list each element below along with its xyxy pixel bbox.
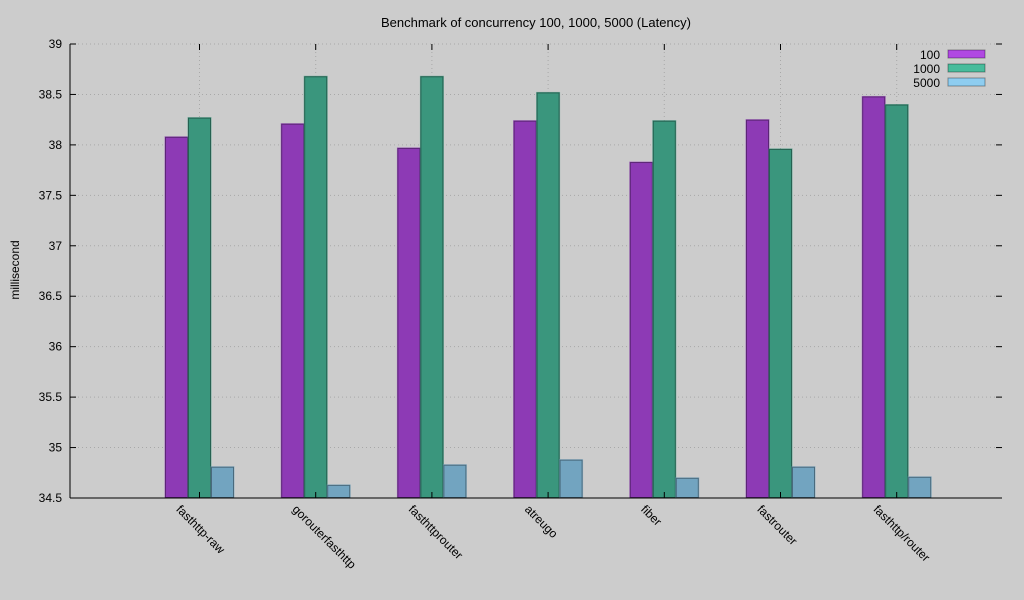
x-tick-label: gorouterfasthttp — [290, 502, 360, 572]
legend-swatch-100 — [947, 49, 986, 59]
bar-series-100-atreugo — [513, 120, 538, 499]
bar-series-1000-fastrouter — [768, 148, 793, 499]
bar-series-1000-atreugo — [536, 91, 561, 499]
y-tick-label: 35 — [49, 441, 63, 455]
y-tick-label: 37 — [49, 239, 63, 253]
bar-series-100-fastrouter — [745, 119, 770, 499]
bar-series-5000-fastrouter — [791, 466, 816, 499]
bar-series-5000-fasthttp-raw — [210, 466, 235, 499]
bar-series-5000-gorouterfasthttp — [326, 484, 351, 499]
x-tick-label: fasthttprouter — [406, 502, 466, 562]
bar-series-1000-fasthttp-raw — [187, 117, 212, 499]
y-tick-label: 38 — [49, 138, 63, 152]
legend-label-100: 100 — [920, 48, 940, 62]
bar-series-5000-fasthttprouter — [442, 464, 467, 499]
y-tick-label: 37.5 — [39, 188, 63, 202]
bar-series-100-fasthttp-raw — [164, 136, 189, 499]
bar-series-1000-fiber — [652, 120, 677, 499]
y-tick-label: 34.5 — [39, 491, 63, 505]
bar-series-100-gorouterfasthttp — [280, 123, 305, 499]
legend-swatch-5000 — [947, 77, 986, 87]
bar-series-5000-fasthttp-router — [907, 476, 932, 499]
bar-series-5000-atreugo — [559, 459, 584, 499]
y-tick-label: 39 — [49, 37, 63, 51]
y-tick-label: 38.5 — [39, 87, 63, 101]
legend-label-1000: 1000 — [913, 62, 940, 76]
bar-series-5000-fiber — [675, 477, 700, 499]
x-tick-label: fasthttp/router — [871, 502, 933, 564]
chart-title: Benchmark of concurrency 100, 1000, 5000… — [381, 15, 691, 30]
x-tick-label: fasthttp-raw — [173, 502, 227, 556]
y-tick-label: 36.5 — [39, 289, 63, 303]
legend-label-5000: 5000 — [913, 76, 940, 90]
x-tick-label: fastrouter — [754, 502, 800, 548]
x-tick-label: atreugo — [522, 502, 561, 541]
bar-series-100-fasthttp-router — [861, 95, 886, 499]
x-tick-label: fiber — [638, 502, 664, 528]
bar-series-1000-fasthttprouter — [419, 75, 444, 499]
y-tick-label: 36 — [49, 340, 63, 354]
grid-layer — [70, 43, 1002, 498]
legend-swatch-1000 — [947, 63, 986, 73]
bar-series-100-fasthttprouter — [396, 147, 421, 499]
bars-layer — [164, 75, 932, 499]
bar-series-1000-fasthttp-router — [884, 104, 909, 499]
bar-series-100-fiber — [629, 161, 654, 499]
y-axis-label: millisecond — [8, 240, 22, 299]
bar-series-1000-gorouterfasthttp — [303, 75, 328, 499]
y-tick-label: 35.5 — [39, 390, 63, 404]
